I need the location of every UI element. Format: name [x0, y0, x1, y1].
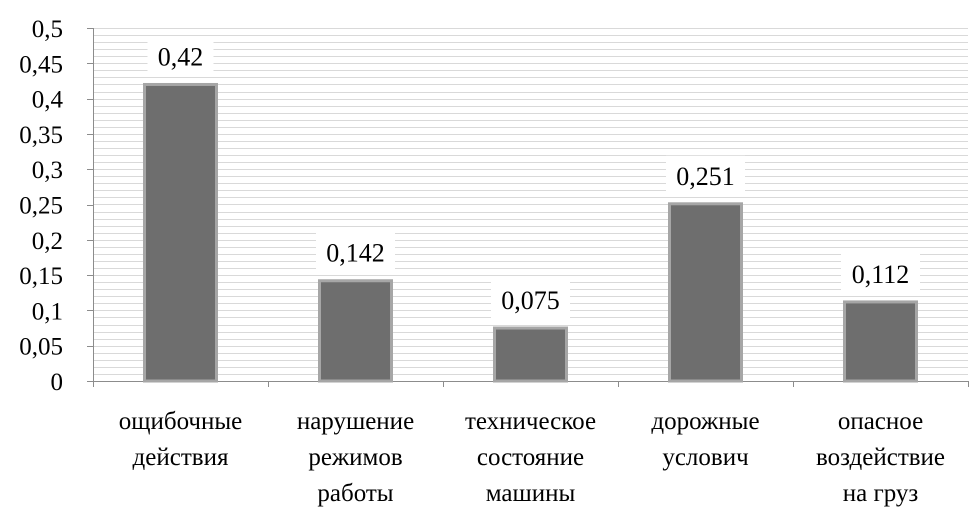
grid-lines	[93, 28, 968, 375]
category-label: нарушение	[297, 408, 414, 435]
y-tick-label: 0,3	[32, 157, 63, 184]
category-label: воздействие	[816, 444, 945, 471]
y-tick-label: 0,45	[19, 51, 63, 78]
category-label: дорожные	[651, 408, 759, 435]
data-label: 0,142	[326, 239, 385, 268]
data-label-box	[666, 155, 745, 196]
data-labels: 0,42 0,142 0,075 0,251 0,112	[147, 36, 920, 321]
y-tick-label: 0,35	[19, 122, 63, 149]
bar	[143, 82, 218, 383]
bar	[843, 300, 918, 383]
y-tick-label: 0	[51, 369, 64, 396]
category-label: опасное	[838, 408, 923, 435]
y-tick-label: 0,05	[19, 334, 63, 361]
data-label-box	[316, 232, 395, 273]
category-label: действия	[133, 444, 229, 471]
category-label: машины	[486, 480, 576, 507]
y-tick-label: 0,1	[32, 298, 63, 325]
y-tick-labels: 0 0,05 0,1 0,15 0,2 0,25 0,3 0,35 0,4 0,45 0,5	[19, 16, 63, 396]
y-tick-label: 0,4	[32, 87, 64, 114]
category-label: техническое	[465, 408, 596, 435]
data-label-box	[147, 36, 214, 77]
data-label: 0,42	[158, 42, 204, 71]
y-tick-label: 0,25	[19, 193, 63, 220]
bar	[318, 279, 393, 383]
category-label: работы	[317, 480, 393, 507]
data-label: 0,075	[501, 286, 560, 315]
bar	[493, 326, 568, 383]
category-label: услович	[662, 444, 748, 471]
y-tick-label: 0,5	[32, 16, 63, 43]
y-tick-label: 0,15	[19, 263, 63, 290]
category-label: состояние	[477, 444, 584, 471]
y-tick-label: 0,2	[32, 228, 63, 255]
bar	[668, 202, 743, 383]
bars	[143, 82, 918, 383]
data-label-box	[491, 280, 570, 321]
category-label: режимов	[308, 444, 402, 471]
category-label: ощибочные	[119, 408, 243, 435]
category-label: на груз	[843, 480, 919, 507]
category-labels: ощибочные действия нарушение режимов работы т…	[119, 408, 945, 507]
data-label: 0,112	[852, 260, 910, 289]
data-label: 0,251	[676, 162, 735, 191]
data-label-box	[841, 253, 920, 294]
